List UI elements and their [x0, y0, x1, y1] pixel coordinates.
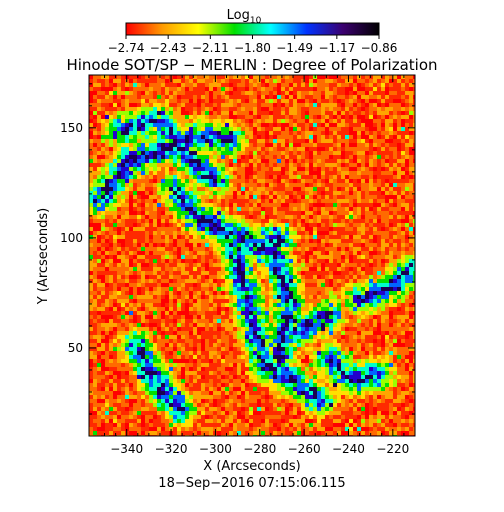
colorbar-tick-label: −1.80: [234, 41, 271, 55]
x-tick-label: −260: [288, 442, 321, 456]
x-tick-label: −320: [155, 442, 188, 456]
x-tick-label: −340: [110, 442, 143, 456]
colorbar-tick-label: −2.43: [150, 41, 187, 55]
x-tick-label: −300: [199, 442, 232, 456]
colorbar-tick-label: −0.86: [361, 41, 398, 55]
x-tick-label: −220: [376, 442, 409, 456]
y-tick-label: 100: [60, 231, 83, 245]
plot-frame: [88, 74, 416, 437]
x-tick-label: −240: [332, 442, 365, 456]
y-tick-label: 150: [60, 121, 83, 135]
x-axis-label: X (Arcseconds): [203, 459, 300, 474]
colorbar-tick-label: −1.49: [276, 41, 313, 55]
y-axis: 50 100 150: [60, 83, 415, 437]
y-axis-label: Y (Arcseconds): [36, 208, 51, 305]
colorbar: [125, 22, 380, 36]
colorbar-label: Log10: [227, 8, 262, 26]
x-tick-label: −280: [243, 442, 276, 456]
colorbar-tick-label: −2.74: [108, 41, 145, 55]
colorbar-tick-label: −1.17: [318, 41, 355, 55]
timestamp: 18−Sep−2016 07:15:06.115: [158, 476, 345, 491]
colorbar-tick-label: −2.11: [192, 41, 229, 55]
colorbar-ticks: −2.74 −2.43 −2.11 −1.80 −1.49 −1.17 −0.86: [108, 35, 398, 55]
polarization-map: [89, 75, 415, 436]
y-tick-label: 50: [68, 341, 83, 355]
x-axis: −340 −320 −300 −280 −260 −240 −220: [104, 75, 416, 456]
chart-title: Hinode SOT/SP − MERLIN : Degree of Polar…: [66, 56, 437, 74]
